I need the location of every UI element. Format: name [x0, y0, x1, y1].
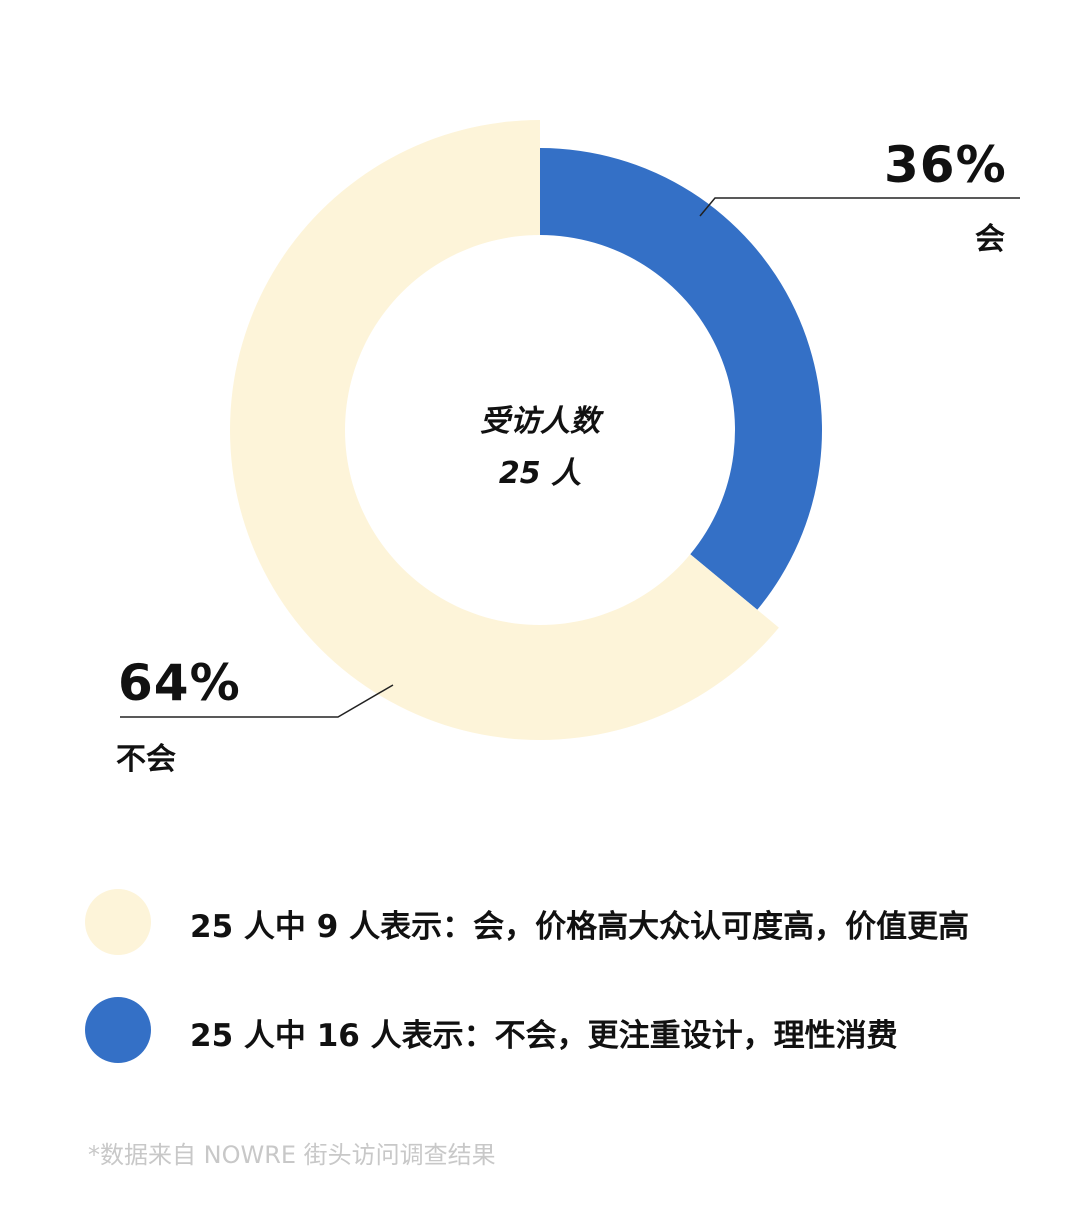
center-value: 25 人 [498, 456, 582, 491]
legend-text-no: 25 人中 16 人表示：不会，更注重设计，理性消费 [190, 1018, 898, 1054]
leader-line-yes [699, 197, 1020, 217]
slice-label-no: 不会 [116, 742, 176, 777]
slice-label-yes-percent: 36% [884, 136, 1007, 194]
legend-swatch-no [85, 997, 151, 1063]
leader-line-no [120, 684, 394, 718]
donut-slice-no [229, 120, 779, 741]
legend-text-yes: 25 人中 9 人表示：会，价格高大众认可度高，价值更高 [190, 909, 970, 945]
center-title: 受访人数 [480, 404, 600, 439]
slice-label-no-percent: 64% [118, 654, 241, 712]
footnote: *数据来自 NOWRE 街头访问调查结果 [88, 1141, 496, 1169]
legend-swatch-yes [85, 889, 151, 955]
slice-label-yes: 会 [975, 222, 1005, 257]
donut-slice-yes [540, 148, 822, 610]
